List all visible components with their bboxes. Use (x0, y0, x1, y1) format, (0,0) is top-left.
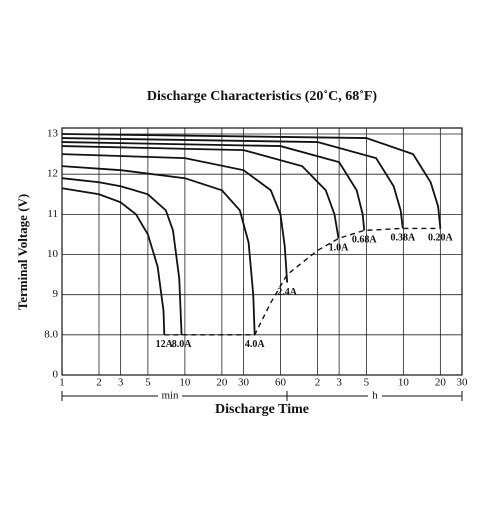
y-tick-label: 9 (53, 288, 59, 300)
curve-label: 12A (156, 339, 174, 350)
chart-title: Discharge Characteristics (20˚C, 68˚F) (147, 89, 377, 104)
x-tick-label: 5 (364, 377, 370, 389)
curve-label: 2.4A (277, 287, 298, 298)
discharge-curve (61, 165, 256, 335)
curve-label: 0.20A (428, 233, 454, 244)
x-tick-label: 10 (179, 377, 191, 389)
curve-label: 0.68A (352, 235, 378, 246)
discharge-curve (61, 145, 340, 239)
x-unit-label: h (372, 390, 378, 402)
discharge-curve (61, 177, 183, 335)
y-tick-label: 12 (47, 168, 58, 180)
y-tick-label: 0 (53, 369, 59, 381)
discharge-curve (61, 141, 366, 231)
x-tick-label: 3 (118, 377, 124, 389)
x-tick-label: 20 (216, 377, 228, 389)
x-tick-label: 1 (59, 377, 65, 389)
y-tick-label: 13 (47, 128, 59, 140)
x-tick-label: 10 (398, 377, 410, 389)
x-tick-label: 30 (238, 377, 250, 389)
x-unit-label: min (161, 390, 179, 402)
x-tick-label: 5 (145, 377, 151, 389)
y-axis-label: Terminal Voltage (V) (15, 194, 30, 311)
plot-border (61, 127, 463, 376)
y-tick-label: 8.0 (44, 328, 58, 340)
curve-label: 1.0A (329, 243, 350, 254)
discharge-curve (61, 137, 404, 229)
curve-label: 0.38A (390, 233, 416, 244)
discharge-curve (61, 153, 289, 283)
x-tick-label: 30 (457, 377, 469, 389)
y-tick-label: 10 (47, 248, 59, 260)
x-tick-label: 60 (275, 377, 287, 389)
end-voltage-line (164, 227, 441, 336)
discharge-curve (61, 133, 442, 229)
x-tick-label: 2 (96, 377, 102, 389)
curve-label: 4.0A (245, 339, 266, 350)
unit-bg (368, 389, 382, 403)
x-tick-label: 3 (336, 377, 342, 389)
discharge-curve (61, 187, 166, 335)
y-tick-label: 11 (47, 208, 58, 220)
curve-label: 8.0A (172, 339, 193, 350)
x-tick-label: 20 (435, 377, 447, 389)
x-axis-label: Discharge Time (215, 402, 309, 417)
unit-bg (158, 389, 182, 403)
x-tick-label: 2 (315, 377, 321, 389)
